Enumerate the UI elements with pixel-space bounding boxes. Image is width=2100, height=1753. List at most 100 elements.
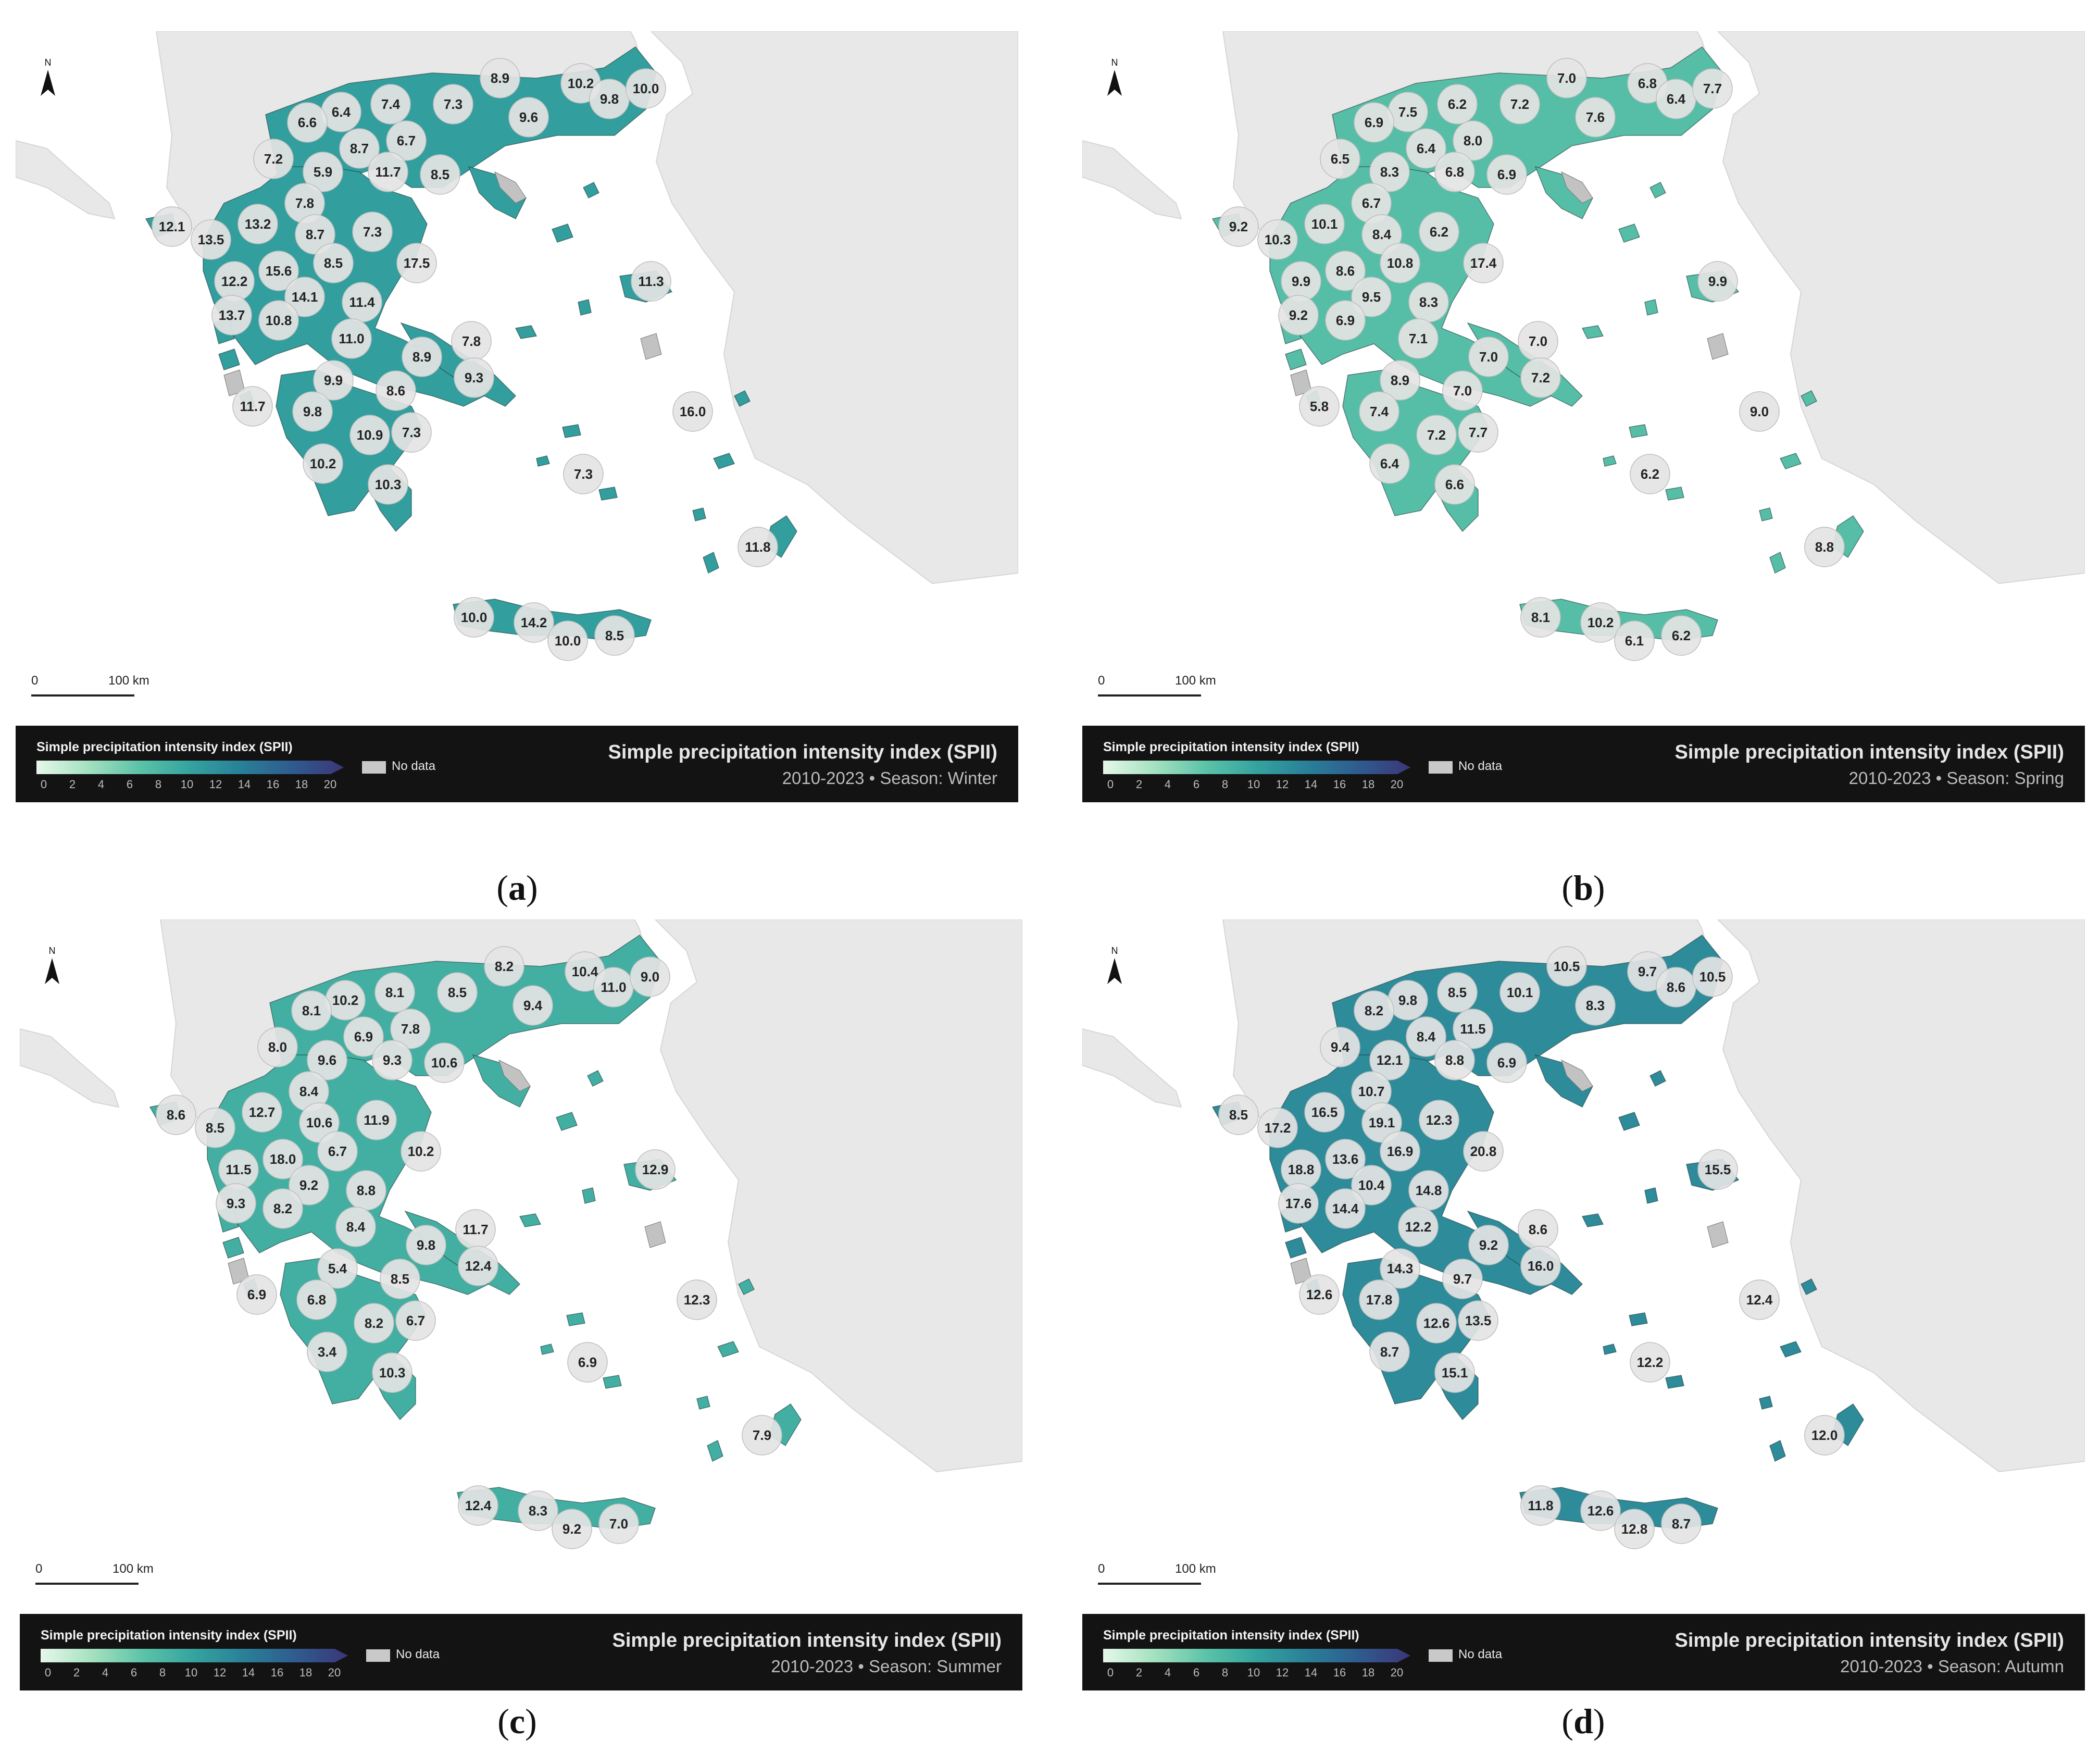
region-value-text: 17.5 [404,255,430,271]
map-title: Simple precipitation intensity index (SP… [612,1630,1002,1651]
region-value-label: 11.9 [356,1100,397,1140]
region-area [582,181,600,199]
region-value-text: 10.4 [572,964,598,979]
region-value-text: 10.3 [379,1365,406,1381]
region-value-label: 8.2 [484,946,524,987]
region-value-label: 19.1 [1361,1102,1402,1143]
region-value-text: 8.6 [1336,263,1355,279]
region-value-text: 9.2 [562,1521,581,1537]
region-value-label: 18.8 [1281,1149,1321,1190]
region-value-label: 6.9 [1325,300,1366,341]
region-value-text: 7.3 [574,466,593,482]
legend-tick-label: 16 [1333,778,1346,791]
legend-color-ramp [36,761,344,774]
region-value-text: 6.9 [1497,167,1516,182]
legend-tick-label: 2 [73,1666,80,1679]
region-area [562,424,581,438]
region-value-text: 7.6 [1586,109,1605,125]
nodata-region [498,1060,531,1092]
region-value-label: 6.9 [1486,1042,1527,1083]
legend-tick-label: 8 [1221,1666,1229,1679]
region-value-label: 8.8 [1434,1040,1475,1080]
region-value-label: 12.4 [458,1246,498,1286]
legend-tick-label: 10 [1247,778,1260,791]
region-value-label: 8.9 [480,58,520,98]
region-value-text: 7.9 [753,1427,771,1443]
region-value-label: 5.8 [1299,386,1340,427]
region-value-text: 8.1 [1531,610,1550,625]
region-value-text: 6.6 [1445,477,1464,492]
region-value-label: 8.3 [518,1490,558,1531]
nodata-label: No data [392,759,436,773]
region-value-label: 8.9 [1380,360,1420,401]
region-area [1649,1070,1667,1087]
scale-start-label: 0 [1098,674,1105,688]
legend-title: Simple precipitation intensity index (SP… [36,740,293,754]
italy-land [20,1028,120,1108]
region-area [1629,424,1648,438]
region-value-text: 11.7 [375,164,401,180]
region-area [712,453,735,469]
scale-start-label: 0 [1098,1562,1105,1576]
map-canvas: 8.2 10.411.0 9.0 8.5 9.4 10.2 8.1 8.1 7.8 6.9 9.3 8… [20,919,1022,1614]
region-value-text: 5.4 [328,1261,347,1276]
region-value-text: 10.0 [633,81,659,96]
legend-ticks: 0 2 4 6 8 10 12 14 16 18 20 [33,778,356,793]
region-value-label: 9.4 [512,985,553,1026]
region-value-text: 10.4 [1358,1177,1385,1193]
region-value-text: 12.4 [1746,1292,1773,1308]
region-value-text: 8.3 [529,1503,547,1519]
region-value-label: 9.7 [1442,1259,1483,1299]
region-value-text: 12.7 [249,1104,276,1120]
legend-tick-label: 8 [155,778,162,791]
legend-tick-label: 4 [1164,778,1171,791]
scale-bar: 0 100 km [31,674,156,705]
region-value-text: 8.2 [495,959,514,974]
region-value-label: 8.3 [1408,282,1449,322]
region-value-text: 17.8 [1366,1292,1393,1308]
region-value-text: 11.0 [601,979,626,995]
region-value-text: 11.7 [463,1222,488,1237]
region-value-text: 10.7 [1358,1084,1385,1099]
region-value-text: 11.3 [638,273,664,289]
region-value-text: 7.7 [1703,81,1722,96]
region-area [566,1312,585,1326]
region-value-text: 7.0 [609,1516,628,1532]
region-value-text: 12.6 [1423,1315,1450,1331]
region-area [603,1375,622,1389]
legend-tick-label: 12 [1276,1666,1289,1679]
region-value-text: 8.4 [346,1219,366,1235]
region-area [540,1344,554,1355]
map-panel-spring: 7.0 6.8 6.4 7.7 7.2 7.6 7.5 6.2 6.9 8.0 6.4 6.8 6.5 8… [1082,31,2085,802]
region-value-text: 13.5 [198,232,224,247]
region-area [1665,487,1684,501]
region-value-label: 7.5 [1388,92,1428,132]
map-title: Simple precipitation intensity index (SP… [1674,1630,2064,1651]
region-value-text: 8.9 [1391,372,1409,388]
legend-tick-label: 18 [1361,1666,1375,1679]
region-value-text: 14.4 [1332,1201,1359,1216]
region-value-text: 7.2 [1531,370,1550,386]
region-value-label: 10.5 [1692,956,1733,997]
region-value-label: 11.4 [342,282,382,322]
legend-tick-label: 20 [328,1666,341,1679]
region-value-text: 6.6 [298,115,317,130]
region-value-label: 13.2 [238,204,278,244]
italy-land [1082,1028,1182,1108]
region-value-label: 12.1 [1369,1040,1410,1080]
region-value-label: 16.0 [1520,1246,1561,1286]
region-area [1759,1396,1773,1410]
region-value-label: 8.5 [313,243,354,283]
region-value-label: 9.6 [508,97,549,138]
region-value-label: 7.8 [390,1009,431,1049]
legend-tick-label: 14 [1304,1666,1318,1679]
region-value-text: 8.0 [268,1039,287,1055]
region-value-text: 11.9 [364,1112,389,1128]
region-area [1644,299,1658,316]
region-value-text: 16.0 [1528,1258,1554,1274]
region-value-label: 6.6 [287,102,328,143]
region-value-text: 9.9 [1292,273,1310,289]
region-value-text: 17.6 [1285,1196,1312,1211]
region-value-text: 11.4 [349,294,375,310]
region-value-text: 7.0 [1479,349,1498,365]
